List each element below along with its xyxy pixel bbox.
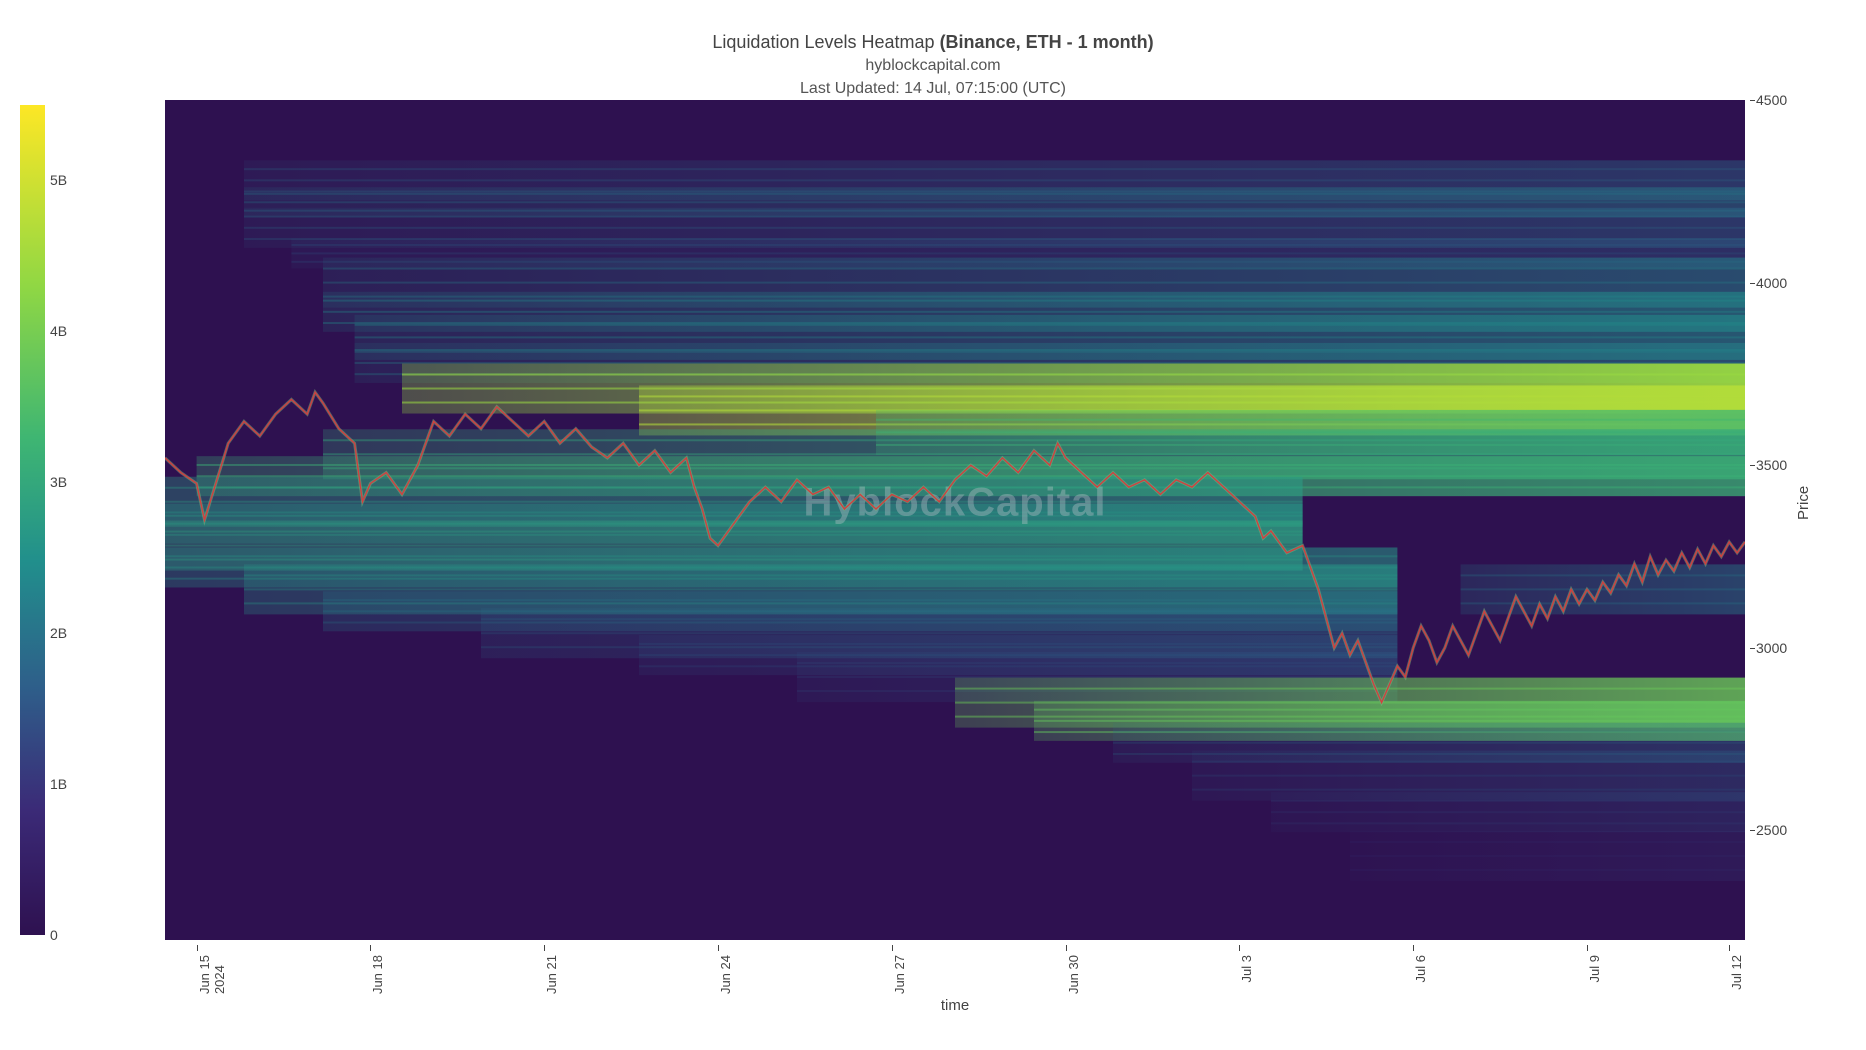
price-line-svg xyxy=(165,100,1745,940)
x-tick: Jun 27 xyxy=(892,955,907,994)
x-tick-mark xyxy=(1587,945,1588,951)
x-tick: Jun 24 xyxy=(718,955,733,994)
price-line-glow xyxy=(165,392,1745,702)
y-tick: 3500 xyxy=(1756,457,1787,473)
colorbar-tick: 0 xyxy=(50,927,58,943)
x-tick-mark xyxy=(1413,945,1414,951)
x-tick: Jun 18 xyxy=(370,955,385,994)
x-tick: Jun 21 xyxy=(544,955,559,994)
x-tick: Jun 15 2024 xyxy=(197,955,227,994)
heatmap-area: HyblockCapital xyxy=(165,100,1745,940)
y-axis-label: Price xyxy=(1795,486,1812,520)
x-tick: Jul 6 xyxy=(1413,955,1428,982)
colorbar xyxy=(20,105,45,935)
x-tick-mark xyxy=(892,945,893,951)
colorbar-tick: 2B xyxy=(50,625,67,641)
colorbar-tick: 4B xyxy=(50,323,67,339)
colorbar-tick: 5B xyxy=(50,172,67,188)
y-tick: 3000 xyxy=(1756,640,1787,656)
chart-container: Liquidation Levels Heatmap (Binance, ETH… xyxy=(0,0,1866,1050)
x-tick-mark xyxy=(370,945,371,951)
chart-subtitle: hyblockcapital.com xyxy=(0,55,1866,77)
title-prefix: Liquidation Levels Heatmap xyxy=(712,32,939,52)
y-tick: 4000 xyxy=(1756,275,1787,291)
colorbar-gradient xyxy=(20,105,45,935)
x-tick-mark xyxy=(718,945,719,951)
chart-title: Liquidation Levels Heatmap (Binance, ETH… xyxy=(0,30,1866,55)
colorbar-ticks: 01B2B3B4B5B xyxy=(50,105,90,935)
title-block: Liquidation Levels Heatmap (Binance, ETH… xyxy=(0,30,1866,100)
x-tick: Jul 3 xyxy=(1239,955,1254,982)
x-tick: Jul 9 xyxy=(1587,955,1602,982)
chart-updated: Last Updated: 14 Jul, 07:15:00 (UTC) xyxy=(0,78,1866,100)
x-axis: time Jun 15 2024 Jun 18 Jun 21 Jun 24 Jun 27… xyxy=(165,945,1745,1025)
colorbar-tick: 1B xyxy=(50,776,67,792)
x-tick: Jul 12 xyxy=(1729,955,1744,990)
y-tick: 2500 xyxy=(1756,822,1787,838)
x-tick-mark xyxy=(197,945,198,951)
x-tick-mark xyxy=(1239,945,1240,951)
x-tick-mark xyxy=(544,945,545,951)
colorbar-tick: 3B xyxy=(50,474,67,490)
x-tick: Jun 30 xyxy=(1066,955,1081,994)
x-tick-mark xyxy=(1729,945,1730,951)
y-axis: 25003000350040004500 xyxy=(1748,100,1828,940)
y-tick: 4500 xyxy=(1756,92,1787,108)
price-line xyxy=(165,392,1745,702)
title-bold: (Binance, ETH - 1 month) xyxy=(940,32,1154,52)
x-axis-label: time xyxy=(941,997,969,1014)
x-tick-mark xyxy=(1066,945,1067,951)
